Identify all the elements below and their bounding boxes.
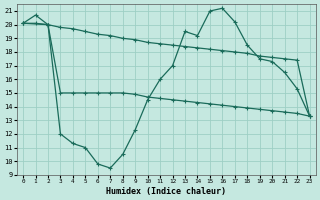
X-axis label: Humidex (Indice chaleur): Humidex (Indice chaleur) [106,187,226,196]
